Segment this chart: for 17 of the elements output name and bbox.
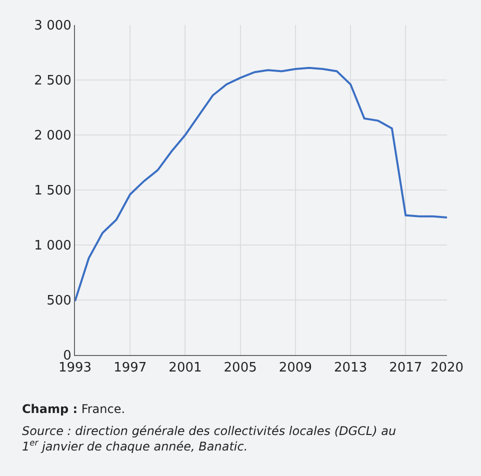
x-tick-label: 2013 — [334, 360, 368, 376]
source-note: Source : direction générale des collectivités locales (DGCL) au 1$^{er}$ janvier de chaque année, Banatic. — [22, 424, 396, 454]
x-tick-label: 2017 — [389, 360, 422, 376]
y-tick-label: 2 000 — [34, 128, 72, 144]
y-tick-label: 1 500 — [34, 184, 72, 199]
x-tick-label: 2009 — [278, 360, 312, 376]
y-tick-label: 3 000 — [34, 18, 72, 34]
line-series — [75, 66, 447, 302]
text: Champ : France. — [22, 402, 126, 416]
y-tick-label: 2 500 — [34, 74, 72, 89]
x-tick-label: 2001 — [168, 360, 202, 376]
x-tick-label: 2005 — [224, 360, 257, 376]
x-tick-label: 1997 — [114, 360, 147, 376]
x-tick-label: 2020 — [430, 360, 464, 376]
y-tick-label: 500 — [46, 294, 72, 309]
x-tick-label: 1993 — [58, 360, 92, 376]
y-tick-label: 1 000 — [34, 238, 72, 254]
